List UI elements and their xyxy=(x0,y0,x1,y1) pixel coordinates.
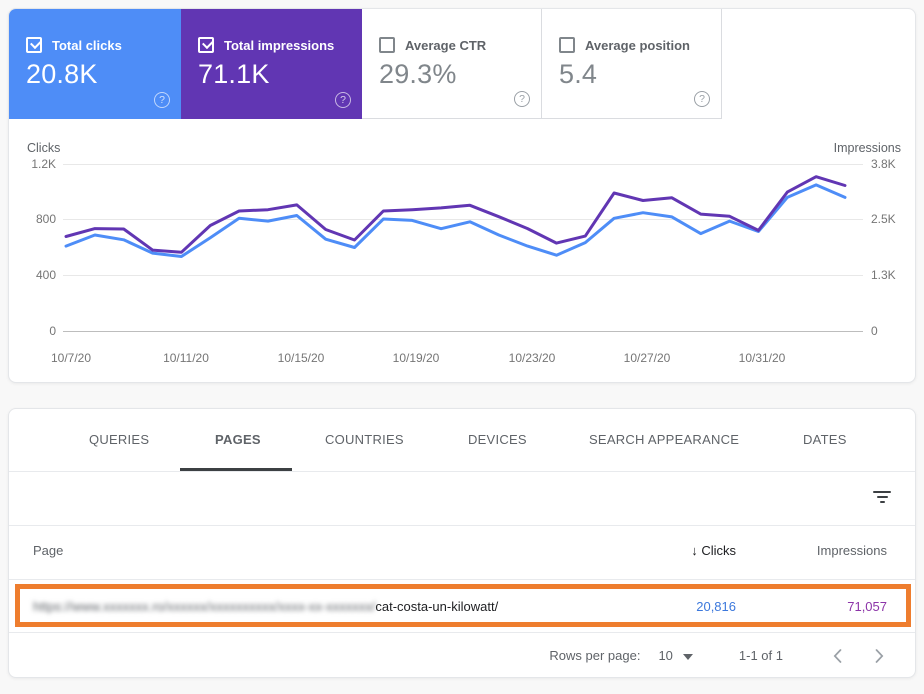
metric-label: Average position xyxy=(585,38,690,53)
row-highlight-box xyxy=(15,584,911,627)
x-tick: 10/27/20 xyxy=(623,351,671,365)
metric-value: 5.4 xyxy=(559,59,598,89)
checkbox-unchecked-icon[interactable] xyxy=(379,37,395,53)
tab-countries[interactable]: COUNTRIES xyxy=(325,432,404,447)
active-tab-indicator xyxy=(180,468,292,471)
pagination-bar: Rows per page: 10 1-1 of 1 xyxy=(9,632,915,677)
clicks-value-cell: 20,816 xyxy=(696,599,736,614)
divider xyxy=(9,525,915,526)
metric-label: Total impressions xyxy=(224,38,335,53)
checkbox-unchecked-icon[interactable] xyxy=(559,37,575,53)
column-header-impressions[interactable]: Impressions xyxy=(816,543,887,558)
x-axis-line xyxy=(63,331,863,332)
gridline xyxy=(63,219,863,220)
clicks-series-line xyxy=(64,183,847,258)
visible-url-suffix: cat-costa-un-kilowatt/ xyxy=(375,599,499,614)
dropdown-arrow-icon[interactable] xyxy=(682,653,693,660)
x-tick: 10/15/20 xyxy=(277,351,325,365)
tab-search-appearance[interactable]: SEARCH APPEARANCE xyxy=(589,432,740,447)
help-icon[interactable]: ? xyxy=(335,92,351,108)
column-header-clicks[interactable]: ↓ Clicks xyxy=(691,543,736,558)
help-icon[interactable]: ? xyxy=(514,91,530,107)
next-page-icon[interactable] xyxy=(867,644,891,668)
x-tick: 10/23/20 xyxy=(508,351,556,365)
gridline xyxy=(63,275,863,276)
tab-devices[interactable]: DEVICES xyxy=(468,432,527,447)
dimensions-table-card: QUERIES PAGES COUNTRIES DEVICES SEARCH A… xyxy=(8,408,916,678)
previous-page-icon[interactable] xyxy=(825,644,849,668)
x-tick: 10/11/20 xyxy=(163,351,209,365)
metric-value: 20.8K xyxy=(26,59,98,89)
x-tick: 10/19/20 xyxy=(392,351,440,365)
left-axis-title: Clicks xyxy=(27,141,61,155)
metric-tile-total-impressions[interactable]: Total impressions 71.1K ? xyxy=(181,9,362,119)
rows-per-page-select[interactable]: 10 xyxy=(658,648,673,663)
page-url-cell[interactable]: https://www.xxxxxxx.ro/xxxxxx/xxxxxxxxxx… xyxy=(33,599,498,614)
divider xyxy=(9,632,915,633)
gridline xyxy=(63,164,863,165)
redacted-url-prefix: https://www.xxxxxxx.ro/xxxxxx/xxxxxxxxxx… xyxy=(33,599,376,614)
y-tick-left: 1.2K xyxy=(31,157,56,171)
pagination-range-label: 1-1 of 1 xyxy=(738,648,783,663)
x-tick: 10/7/20 xyxy=(50,351,92,365)
help-icon[interactable]: ? xyxy=(154,92,170,108)
tab-dates[interactable]: DATES xyxy=(803,432,847,447)
sort-desc-icon: ↓ xyxy=(691,543,698,558)
tab-queries[interactable]: QUERIES xyxy=(89,432,150,447)
tab-pages[interactable]: PAGES xyxy=(215,432,261,447)
divider xyxy=(9,579,915,580)
impressions-series-line xyxy=(64,175,847,254)
metric-tile-average-ctr[interactable]: Average CTR 29.3% ? xyxy=(362,9,542,119)
y-tick-right: 1.3K xyxy=(871,268,896,282)
column-header-page[interactable]: Page xyxy=(33,543,64,558)
metric-label: Total clicks xyxy=(52,38,122,53)
rows-per-page-label: Rows per page: xyxy=(549,648,641,663)
y-tick-left: 400 xyxy=(35,268,56,282)
checkbox-checked-icon[interactable] xyxy=(26,37,42,53)
checkbox-checked-icon[interactable] xyxy=(198,37,214,53)
y-tick-left: 800 xyxy=(35,212,56,226)
line-chart[interactable] xyxy=(58,161,858,339)
y-tick-left: 0 xyxy=(49,324,56,338)
impressions-value-cell: 71,057 xyxy=(847,599,887,614)
performance-chart-card: Total clicks 20.8K ? Total impressions 7… xyxy=(8,8,916,383)
metric-value: 29.3% xyxy=(379,59,457,89)
help-icon[interactable]: ? xyxy=(694,91,710,107)
y-tick-right: 3.8K xyxy=(871,157,896,171)
metric-tile-total-clicks[interactable]: Total clicks 20.8K ? xyxy=(9,9,181,119)
metric-tile-average-position[interactable]: Average position 5.4 ? xyxy=(542,9,722,119)
filter-icon[interactable] xyxy=(869,485,895,509)
y-tick-right: 0 xyxy=(871,324,878,338)
right-axis-title: Impressions xyxy=(833,141,901,155)
x-tick: 10/31/20 xyxy=(738,351,786,365)
y-tick-right: 2.5K xyxy=(871,212,896,226)
metric-value: 71.1K xyxy=(198,59,270,89)
divider xyxy=(9,471,915,472)
metric-label: Average CTR xyxy=(405,38,487,53)
